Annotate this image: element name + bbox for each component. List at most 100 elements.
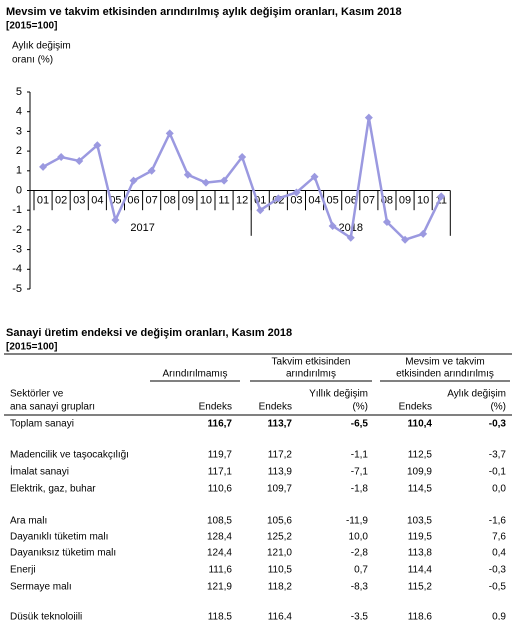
table-cell: -2,8 [351,548,369,559]
table-cell: 0,7 [354,565,368,576]
chart-subtitle: [2015=100] [6,21,57,32]
table-cell: -3,5 [351,612,369,620]
y-tick-label: 5 [16,86,22,98]
table-cell: Ara malı [10,516,47,527]
column-group: Arındırılmamış [162,369,227,380]
table-cell: Madencilik ve taşocakçılığı [10,450,129,461]
table-cell: 121,0 [267,548,292,559]
column-group: Mevsim ve takvim [405,357,484,368]
x-tick-label: 07 [146,194,158,206]
table-cell: 7,6 [492,532,506,543]
column-header: Sektörler ve [10,389,64,400]
y-axis-label: Aylık değişim [12,41,71,52]
table-cell: -0,3 [489,419,507,430]
group-label: 2017 [130,222,154,234]
table-cell: -0,5 [489,582,507,593]
column-header: Yıllık değişim [309,389,368,400]
table-cell: Sermaye malı [10,582,72,593]
data-marker [437,192,446,201]
table-cell: -6,5 [351,419,369,430]
column-group: etkisinden arındırılmış [396,369,494,380]
table-cell: 118,6 [408,612,433,620]
table-cell: 108,5 [207,516,232,527]
data-marker [364,113,373,122]
table-cell: -0,1 [489,467,507,478]
table-cell: 128,4 [207,532,232,543]
table-cell: 109,9 [407,467,432,478]
x-tick-label: 02 [55,194,67,206]
table-cell: -1,6 [489,516,507,527]
data-marker [183,170,192,179]
data-marker [39,162,48,171]
table-cell: 125,2 [267,532,292,543]
table-cell: -8,3 [351,582,369,593]
table-cell: -7,1 [351,467,369,478]
table-cell: 109,7 [267,484,292,495]
data-marker [220,176,229,185]
table-cell: 0,0 [492,484,506,495]
table-cell: 115,2 [408,582,433,593]
y-tick-label: -2 [12,224,22,236]
data-marker [238,153,247,162]
column-header: (%) [490,402,506,413]
column-header: (%) [352,402,368,413]
table-cell: 113,8 [408,548,433,559]
table-cell: 117,1 [208,467,233,478]
table-cell: -0,3 [489,565,507,576]
table-cell: 124,4 [207,548,232,559]
group-label: 2018 [339,222,363,234]
column-header: ana sanayi grupları [10,402,95,413]
table-cell: 114,4 [408,565,433,576]
column-group: arındırılmış [286,369,336,380]
table-cell: -1,1 [351,450,369,461]
table-cell: Enerji [10,565,36,576]
column-header: Endeks [199,402,232,413]
table-cell: 110,4 [408,419,433,430]
x-tick-label: 07 [363,194,375,206]
y-tick-label: -3 [12,244,22,256]
table-cell: Toplam sanayi [10,419,74,430]
table-cell: Elektrik, gaz, buhar [10,484,96,495]
x-tick-label: 05 [327,194,339,206]
table-cell: İmalat sanayi [10,465,69,478]
table-cell: 10,0 [349,532,369,543]
table-subtitle: [2015=100] [6,342,57,353]
x-tick-label: 09 [399,194,411,206]
table-cell: 114,5 [408,484,433,495]
table-cell: 119,7 [208,450,233,461]
data-marker [147,166,156,175]
data-marker [111,216,120,225]
table-cell: 0,4 [492,548,506,559]
x-tick-label: 06 [345,194,357,206]
x-tick-label: 08 [164,194,176,206]
data-marker [129,176,138,185]
y-tick-label: 3 [16,125,22,137]
x-tick-label: 11 [218,194,229,206]
data-marker [382,218,391,227]
x-tick-label: 04 [91,194,103,206]
table-cell: 113,7 [268,419,293,430]
x-tick-label: 12 [236,194,248,206]
data-marker [328,221,337,230]
table-cell: 113,9 [268,467,293,478]
table-cell: -11,9 [346,516,368,527]
data-marker [401,235,410,244]
chart-title: Mevsim ve takvim etkisinden arındırılmış… [6,6,402,18]
data-marker [292,188,301,197]
table-title: Sanayi üretim endeksi ve değişim oranlar… [6,327,292,339]
data-marker [274,194,283,203]
column-header: Endeks [259,402,292,413]
y-tick-label: -1 [12,204,22,216]
x-tick-label: 06 [127,194,139,206]
data-marker [165,129,174,138]
table-cell: 116,4 [268,612,293,620]
table-cell: Dayanıksız tüketim malı [10,548,116,559]
table-cell: -1,8 [351,484,369,495]
table-cell: -3,7 [489,450,507,461]
table-cell: 116,7 [208,419,233,430]
y-tick-label: -5 [12,283,22,295]
table-cell: 110,5 [268,565,293,576]
table-cell: 103,5 [407,516,432,527]
table-cell: 117,2 [268,450,293,461]
